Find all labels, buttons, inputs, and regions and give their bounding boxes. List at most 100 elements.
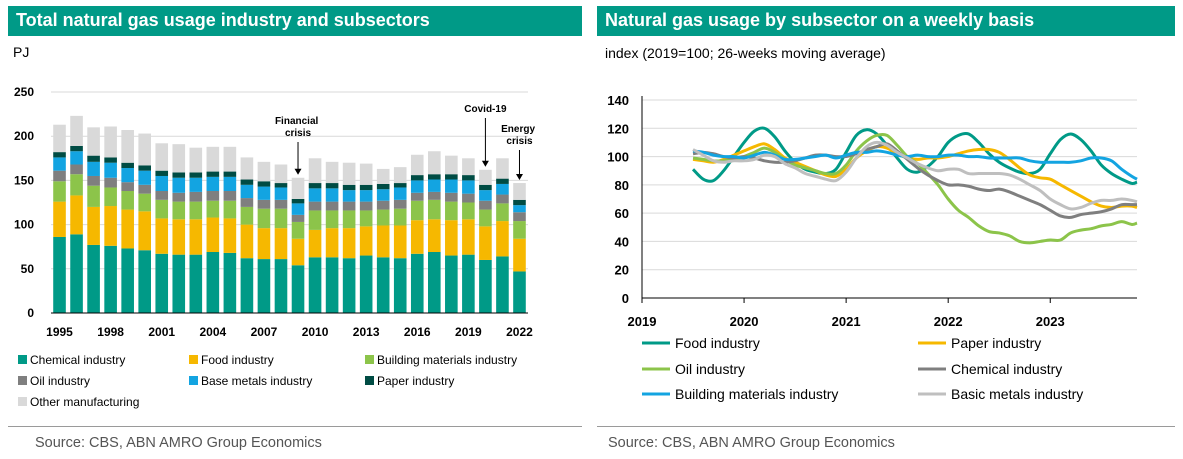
bar-segment <box>206 200 220 218</box>
bar-segment <box>104 162 117 178</box>
bar-segment <box>53 181 66 202</box>
bar-segment <box>342 162 356 185</box>
bar-segment <box>325 161 339 184</box>
bar-segment <box>189 219 203 255</box>
bar-segment <box>376 183 390 190</box>
legend-label: Basic metals industry <box>951 386 1083 402</box>
legend-label: Food industry <box>675 335 760 351</box>
y-tick-label: 0 <box>622 291 629 306</box>
bar-segment <box>155 253 169 313</box>
left-source-text: Source: CBS, ABN AMRO Group Economics <box>35 435 322 451</box>
series-line <box>692 132 1138 245</box>
bar-segment <box>308 257 322 313</box>
bar-segment <box>359 210 373 227</box>
bar-segment <box>223 171 237 177</box>
x-tick-label: 2007 <box>251 325 278 339</box>
bar-segment <box>53 152 66 158</box>
bar-segment <box>104 187 117 207</box>
bar-segment <box>445 155 458 175</box>
bar-segment <box>325 201 339 211</box>
annotation-arrowhead <box>515 174 523 181</box>
bar-segment <box>87 185 100 207</box>
bar-segment <box>87 175 100 186</box>
x-tick-label: 1995 <box>46 325 73 339</box>
bar-segment <box>121 168 134 183</box>
x-tick-label: 1998 <box>97 325 124 339</box>
bar-segment <box>104 157 117 163</box>
bar-segment <box>479 259 492 313</box>
bar-segment <box>223 176 237 192</box>
bar-segment <box>496 158 509 179</box>
bar-segment <box>376 168 390 184</box>
right-chart-panel: Natural gas usage by subsector on a week… <box>597 0 1175 459</box>
bar-segment <box>428 174 441 180</box>
bar-segment <box>479 184 492 191</box>
bar-segment <box>53 157 66 171</box>
legend-label: Base metals industry <box>201 374 312 388</box>
bar-segment <box>223 191 237 201</box>
bar-segment <box>308 210 322 230</box>
bar-segment <box>462 158 475 176</box>
legend-label: Food industry <box>201 353 274 367</box>
series-line <box>692 142 1137 219</box>
line-chart: 0 20 40 60 80 100 120 140 2019 2020 2021 2022 2023 Fo… <box>607 93 1138 402</box>
right-source-text: Source: CBS, ABN AMRO Group Economics <box>608 435 895 451</box>
bar-segment <box>462 180 475 194</box>
bar-segment <box>513 271 526 313</box>
annotation-arrowhead <box>294 168 302 175</box>
bar-segment <box>325 188 339 202</box>
legend-swatch <box>189 355 198 364</box>
bar-segment <box>172 254 186 313</box>
x-tick-label: 2013 <box>353 325 380 339</box>
bar-segment <box>189 177 203 192</box>
bar-segment <box>291 198 305 204</box>
y-tick-label: 140 <box>607 93 629 108</box>
bar-segment <box>359 255 373 313</box>
bar-segment <box>121 209 134 249</box>
bar-segment <box>138 193 151 212</box>
bar-segment <box>138 165 151 171</box>
bar-segment <box>189 172 203 178</box>
legend-label: Chemical industry <box>30 353 125 367</box>
bar-segment <box>223 252 237 313</box>
bar-segment <box>410 175 424 181</box>
bar-segment <box>121 182 134 192</box>
bar-segment <box>104 126 117 158</box>
bar-segment <box>445 192 458 202</box>
bar-segment <box>87 244 100 313</box>
bar-segment <box>308 201 322 211</box>
bar-segment <box>53 201 66 237</box>
bar-segment <box>393 258 407 313</box>
legend-label: Oil industry <box>30 374 90 388</box>
y-tick-label: 200 <box>14 129 34 143</box>
bar-segment <box>393 225 407 259</box>
bar-segment <box>206 217 220 253</box>
bar-segment <box>70 151 83 165</box>
bar-segment <box>359 190 373 202</box>
bar-segment <box>257 161 271 182</box>
right-title-bar: Natural gas usage by subsector on a week… <box>597 6 1175 36</box>
y-tick-label: 250 <box>14 85 34 99</box>
bar-segment <box>206 252 220 313</box>
x-tick-label: 2019 <box>455 325 482 339</box>
bar-segment <box>445 220 458 256</box>
bar-segment <box>138 170 151 185</box>
bar-segment <box>342 184 356 191</box>
bar-segment <box>513 205 526 213</box>
x-tick-label: 2001 <box>148 325 175 339</box>
x-tick-label: 2022 <box>934 314 963 329</box>
bar-segment <box>308 188 322 202</box>
bar-segment <box>155 170 169 176</box>
bar-segment <box>206 191 220 201</box>
bar-segment <box>496 256 509 313</box>
bar-segment <box>274 187 288 200</box>
bar-segment <box>53 124 66 153</box>
bar-segment <box>257 208 271 229</box>
bar-segment <box>291 214 305 222</box>
bar-segment <box>70 164 83 175</box>
bar-segment <box>342 228 356 259</box>
bar-segment <box>223 218 237 253</box>
bar-segment <box>291 203 305 215</box>
left-chart-panel: Total natural gas usage industry and sub… <box>8 0 582 459</box>
bar-segment <box>70 145 83 152</box>
